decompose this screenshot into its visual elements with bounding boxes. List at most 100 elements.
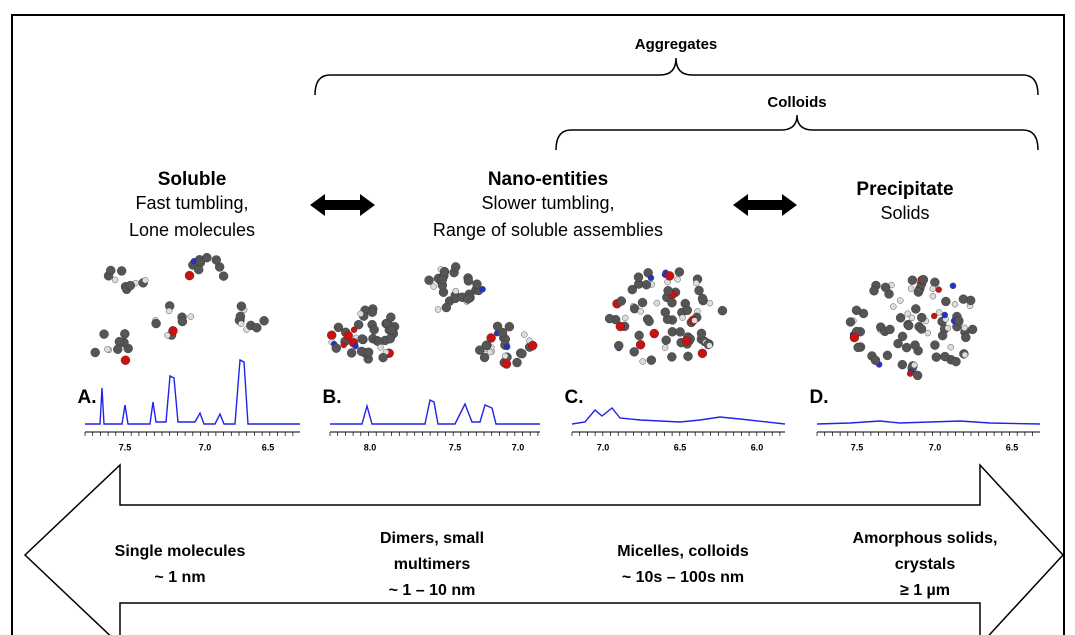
atom (463, 276, 474, 286)
atom (492, 321, 503, 332)
atom (116, 266, 127, 276)
atom (486, 333, 496, 343)
atom (908, 314, 916, 322)
atom (377, 344, 384, 351)
atom (352, 342, 359, 350)
double-arrow (733, 194, 797, 216)
atom (90, 347, 100, 358)
atom (679, 314, 686, 321)
spectrum (816, 420, 1041, 425)
atom (912, 370, 923, 381)
atom (521, 331, 528, 338)
atom (929, 285, 937, 292)
atom (202, 252, 212, 263)
atom (697, 293, 708, 304)
size-text: ~ 1 nm (154, 569, 205, 586)
atom (452, 287, 460, 295)
atom (661, 344, 669, 351)
atom (660, 307, 670, 317)
atom (211, 255, 221, 265)
atom (930, 340, 940, 350)
atom (472, 279, 482, 289)
bracket (555, 114, 1039, 151)
atom (99, 329, 109, 339)
size-text: ~ 10s – 100s nm (622, 569, 744, 586)
atom (331, 343, 341, 353)
atom (941, 296, 951, 307)
atom (911, 304, 921, 314)
state-title: Nano-entities (488, 169, 608, 190)
atom (527, 340, 538, 351)
size-text: multimers (394, 556, 471, 573)
atom (674, 276, 681, 283)
spectrum-label: D. (810, 387, 829, 408)
size-text: Dimers, small (380, 530, 484, 547)
atom (333, 322, 344, 333)
atom (184, 270, 195, 281)
atom (614, 340, 624, 351)
atom (187, 313, 194, 320)
atom (667, 298, 677, 308)
atom (917, 312, 927, 323)
atom (901, 342, 912, 353)
atom (481, 340, 492, 350)
size-text: Single molecules (115, 543, 246, 560)
spectrum-label: C. (565, 387, 584, 408)
atom (947, 343, 954, 351)
atom (853, 342, 863, 353)
atom (517, 348, 527, 359)
atom (663, 286, 673, 296)
atom (882, 350, 893, 361)
atom (475, 345, 485, 355)
atom (897, 331, 908, 342)
atom (151, 318, 161, 329)
atom (644, 316, 654, 327)
atom (252, 323, 262, 333)
atom (683, 351, 693, 362)
axis-tick-label: 8.0 (364, 442, 377, 452)
axis-tick-label: 7.0 (199, 442, 212, 452)
atom (717, 305, 728, 316)
atom (450, 262, 461, 272)
atom (629, 347, 639, 357)
atom (907, 285, 915, 292)
atom (918, 274, 929, 285)
atom (106, 265, 116, 276)
atom (346, 348, 357, 358)
atom (326, 330, 337, 340)
atom (177, 316, 188, 327)
atom (694, 285, 704, 296)
atom (104, 346, 111, 353)
atom (951, 301, 959, 308)
atom (357, 310, 364, 318)
atom (111, 276, 119, 284)
atom (441, 302, 452, 313)
atom (907, 275, 918, 285)
state-text: Range of soluble assemblies (433, 220, 663, 240)
size-text: crystals (895, 556, 956, 573)
atom (904, 320, 914, 331)
atom (259, 316, 269, 326)
atom (164, 332, 171, 339)
atom (667, 352, 677, 362)
atom (935, 309, 943, 316)
atom (647, 274, 655, 282)
atom (125, 280, 136, 291)
atom (236, 301, 247, 311)
atom (479, 352, 490, 363)
atom (503, 343, 511, 351)
atom (378, 352, 388, 363)
atom (696, 328, 707, 339)
atom (944, 324, 952, 332)
atom (615, 321, 626, 332)
atom (385, 334, 395, 344)
atom (501, 352, 509, 360)
atom (218, 271, 229, 281)
size-text: Micelles, colloids (617, 543, 749, 560)
atom (691, 317, 698, 324)
atom (120, 329, 130, 339)
atom (113, 344, 123, 354)
axis-tick-label: 6.0 (751, 442, 764, 452)
atom (910, 340, 920, 350)
double-arrow (310, 194, 375, 216)
